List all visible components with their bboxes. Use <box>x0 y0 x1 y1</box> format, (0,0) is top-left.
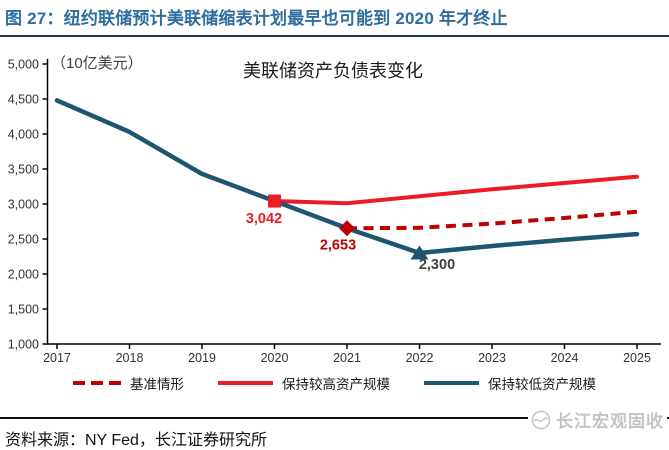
figure-header: 图 27：纽约联储预计美联储缩表计划最早也可能到 2020 年才终止 <box>0 0 669 35</box>
y-axis-tick-label: 1,000 <box>8 338 39 352</box>
brand-watermark: 长江宏观固收 <box>528 407 667 432</box>
legend-label-lower-assets: 保持较低资产规模 <box>488 377 596 392</box>
y-axis-tick-label: 5,000 <box>8 58 39 72</box>
x-axis-tick-label: 2025 <box>623 351 651 365</box>
series-line-0 <box>346 209 638 231</box>
chart-area: 5,000 4,500 4,000 3,500 3,000 2,500 2,000 1,500… <box>0 37 669 393</box>
x-axis-tick-label: 2021 <box>333 351 361 365</box>
chart-title: 美联储资产负债表变化 <box>243 61 423 81</box>
footer: 长江宏观固收 资料来源：NY Fed，长江证券研究所 <box>0 407 669 450</box>
legend-dashed-line-swatch <box>73 381 121 385</box>
brand-logo-icon <box>531 410 551 429</box>
y-axis-unit-label: （10亿美元） <box>51 55 143 72</box>
y-axis-tick-label: 4,500 <box>8 93 39 107</box>
y-axis-tick-label: 3,500 <box>8 163 39 177</box>
x-axis-tick-label: 2022 <box>406 351 434 365</box>
legend-item-lower-assets: 保持较低资产规模 <box>424 373 596 393</box>
y-axis-tick-label: 2,000 <box>8 268 39 282</box>
x-axis-tick-label: 2024 <box>551 351 579 365</box>
y-axis-tick-label: 1,500 <box>8 303 39 317</box>
legend-label-higher-assets: 保持较高资产规模 <box>282 377 390 392</box>
y-axis-tick-label: 3,000 <box>8 198 39 212</box>
y-axis-tick-label: 2,500 <box>8 233 39 247</box>
chart-legend: 基准情形 保持较高资产规模 保持较低资产规模 <box>0 373 669 393</box>
marker-square <box>268 194 281 208</box>
legend-label-baseline: 基准情形 <box>130 377 184 392</box>
legend-item-baseline: 基准情形 <box>73 373 184 393</box>
x-axis-tick-label: 2020 <box>261 351 289 365</box>
figure-title: 图 27：纽约联储预计美联储缩表计划最早也可能到 2020 年才终止 <box>5 9 508 28</box>
x-axis-tick-label: 2017 <box>43 351 71 365</box>
x-axis-tick-label: 2019 <box>188 351 216 365</box>
data-point-label: 2,653 <box>320 237 356 253</box>
y-axis-tick-label: 4,000 <box>8 128 39 142</box>
marker-triangle <box>410 245 429 260</box>
data-point-label: 3,042 <box>246 211 282 227</box>
x-axis-tick-label: 2023 <box>478 351 506 365</box>
series-line-1 <box>272 174 639 206</box>
marker-diamond <box>339 220 355 237</box>
source-note: 资料来源：NY Fed，长江证券研究所 <box>5 432 267 449</box>
title-divider <box>0 35 669 37</box>
legend-item-higher-assets: 保持较高资产规模 <box>218 373 390 393</box>
watermark-text: 长江宏观固收 <box>556 412 664 431</box>
x-axis-tick-label: 2018 <box>116 351 144 365</box>
legend-red-line-swatch <box>218 381 273 385</box>
data-point-label: 2,300 <box>419 257 455 273</box>
legend-blue-line-swatch <box>424 381 479 385</box>
fed-balance-sheet-line-chart: 5,000 4,500 4,000 3,500 3,000 2,500 2,000 1,500… <box>8 55 661 365</box>
